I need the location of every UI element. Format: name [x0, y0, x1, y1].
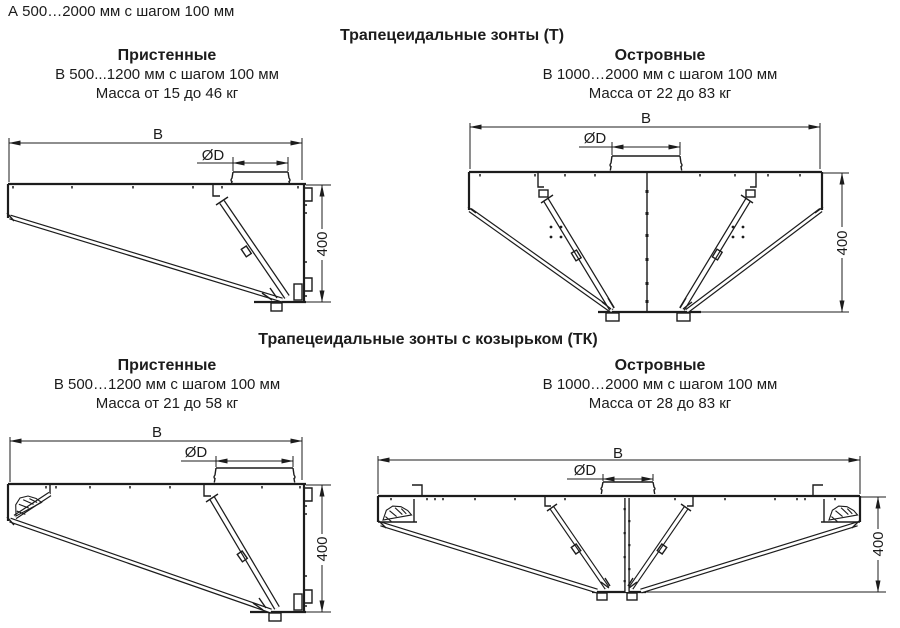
tk-wall-size-line: В 500…1200 мм с шагом 100 мм — [53, 376, 281, 393]
grease-filter-right — [627, 496, 694, 590]
grease-filter — [203, 484, 280, 611]
center-duct-column — [623, 498, 631, 592]
dim-height: 400 — [306, 184, 331, 303]
outer-panels — [467, 206, 824, 314]
outer-panels — [378, 520, 860, 594]
grease-filter-left — [544, 496, 611, 590]
dim-duct: ØD — [197, 147, 289, 171]
t-island-size-line: В 1000…2000 мм с шагом 100 мм — [542, 66, 778, 83]
dim-width-label: B — [613, 445, 623, 462]
front-panel — [6, 516, 272, 614]
t-wall-size-line: В 500...1200 мм с шагом 100 мм — [55, 66, 279, 83]
dim-width-label: B — [153, 126, 163, 143]
t-wall-specs: Пристенные В 500...1200 мм с шагом 100 м… — [17, 46, 317, 103]
grease-filter-left — [537, 172, 615, 311]
tk-wall-specs: Пристенные В 500…1200 мм с шагом 100 мм … — [17, 356, 317, 413]
tk-island-type-label: Островные — [614, 357, 706, 374]
top-note: А 500…2000 мм с шагом 100 мм — [8, 3, 235, 20]
hood-body — [467, 170, 824, 322]
duct-collar — [230, 171, 291, 185]
grease-trap — [828, 505, 859, 522]
t-island-type-label: Островные — [614, 47, 706, 64]
perforation-dots — [549, 225, 745, 239]
drawing-t-wall: B ØD — [6, 126, 331, 312]
hood-body — [6, 182, 313, 312]
tk-wall-type-label: Пристенные — [117, 357, 217, 374]
t-island-mass-line: Масса от 22 до 83 кг — [588, 85, 732, 102]
dim-width: B — [377, 445, 861, 494]
visor — [13, 484, 52, 520]
tk-island-mass-line: Масса от 28 до 83 кг — [588, 395, 732, 412]
dim-height-label: 400 — [314, 536, 331, 561]
duct-collar — [600, 481, 656, 495]
t-island-specs: Островные В 1000…2000 мм с шагом 100 мм … — [510, 46, 810, 103]
dim-duct: ØD — [567, 462, 654, 482]
dim-height: 400 — [306, 484, 331, 613]
dim-duct-label: ØD — [574, 462, 597, 479]
dim-duct-label: ØD — [185, 444, 208, 461]
dim-width: B — [9, 424, 303, 482]
grease-trap — [15, 495, 43, 517]
dim-duct: ØD — [579, 130, 681, 155]
dim-height-label: 400 — [870, 531, 887, 556]
drawing-t-island: B ØD — [467, 110, 851, 322]
dim-width-label: B — [641, 110, 651, 127]
dim-height-label: 400 — [314, 231, 331, 256]
visor-left — [378, 499, 417, 523]
dim-duct-label: ØD — [202, 147, 225, 164]
visor-right — [821, 499, 860, 523]
duct-collar — [213, 467, 296, 483]
front-panel — [6, 212, 283, 303]
dim-height: 400 — [646, 496, 887, 593]
dim-height: 400 — [701, 172, 851, 313]
tk-island-size-line: В 1000…2000 мм с шагом 100 мм — [542, 376, 778, 393]
grease-filter-right — [679, 172, 757, 311]
dim-height-label: 400 — [834, 230, 851, 255]
center-divider — [645, 172, 649, 312]
section-t-title: Трапецеидальные зонты (Т) — [339, 27, 565, 44]
dim-duct: ØD — [181, 444, 294, 467]
hood-body — [6, 482, 313, 622]
tk-wall-mass-line: Масса от 21 до 58 кг — [95, 395, 239, 412]
section-tk-title: Трапецеидальные зонты с козырьком (ТК) — [258, 331, 598, 348]
grease-filter — [212, 184, 290, 301]
t-wall-type-label: Пристенные — [117, 47, 217, 64]
dim-duct-label: ØD — [584, 130, 607, 147]
hood-body — [376, 484, 862, 601]
duct-collar — [609, 155, 683, 171]
drawing-tk-wall: B ØD — [6, 424, 331, 622]
dim-width: B — [8, 126, 303, 182]
dim-width-label: B — [152, 424, 162, 441]
drawing-tk-island: B ØD — [376, 445, 887, 601]
dim-width: B — [469, 110, 821, 169]
grease-trap — [382, 505, 413, 522]
tk-island-specs: Островные В 1000…2000 мм с шагом 100 мм … — [510, 356, 810, 413]
t-wall-mass-line: Масса от 15 до 46 кг — [95, 85, 239, 102]
